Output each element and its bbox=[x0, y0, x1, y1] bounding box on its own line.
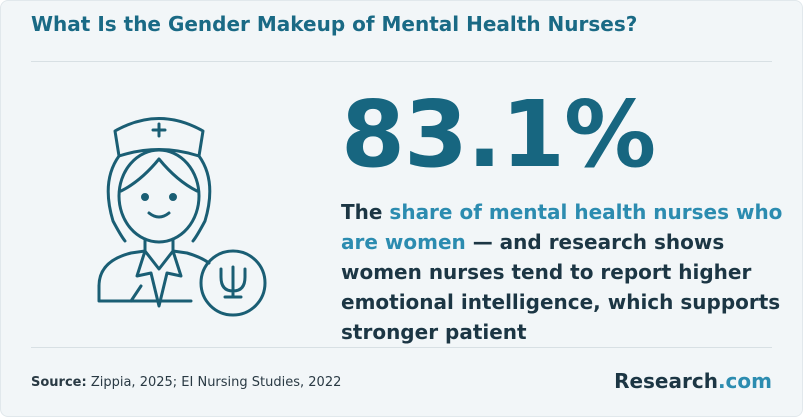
stat-description: The share of mental health nurses who ar… bbox=[341, 197, 803, 347]
brand: Research.com bbox=[614, 369, 772, 393]
desc-highlight: share of mental health nurses who are wo… bbox=[341, 200, 783, 254]
stat-value: 83.1% bbox=[341, 81, 656, 188]
title: What Is the Gender Makeup of Mental Heal… bbox=[31, 12, 638, 36]
nurse-icon bbox=[97, 117, 267, 317]
source-label: Source: bbox=[31, 375, 87, 390]
divider bbox=[31, 61, 772, 62]
brand-name: Research bbox=[614, 369, 718, 393]
desc-rest: — and research shows women nurses tend t… bbox=[341, 230, 781, 344]
divider bbox=[31, 347, 772, 348]
source-text: Zippia, 2025; EI Nursing Studies, 2022 bbox=[90, 375, 342, 390]
source: Source: Zippia, 2025; EI Nursing Studies… bbox=[31, 375, 341, 390]
brand-suffix: .com bbox=[717, 369, 772, 393]
desc-lead: The bbox=[341, 200, 383, 224]
